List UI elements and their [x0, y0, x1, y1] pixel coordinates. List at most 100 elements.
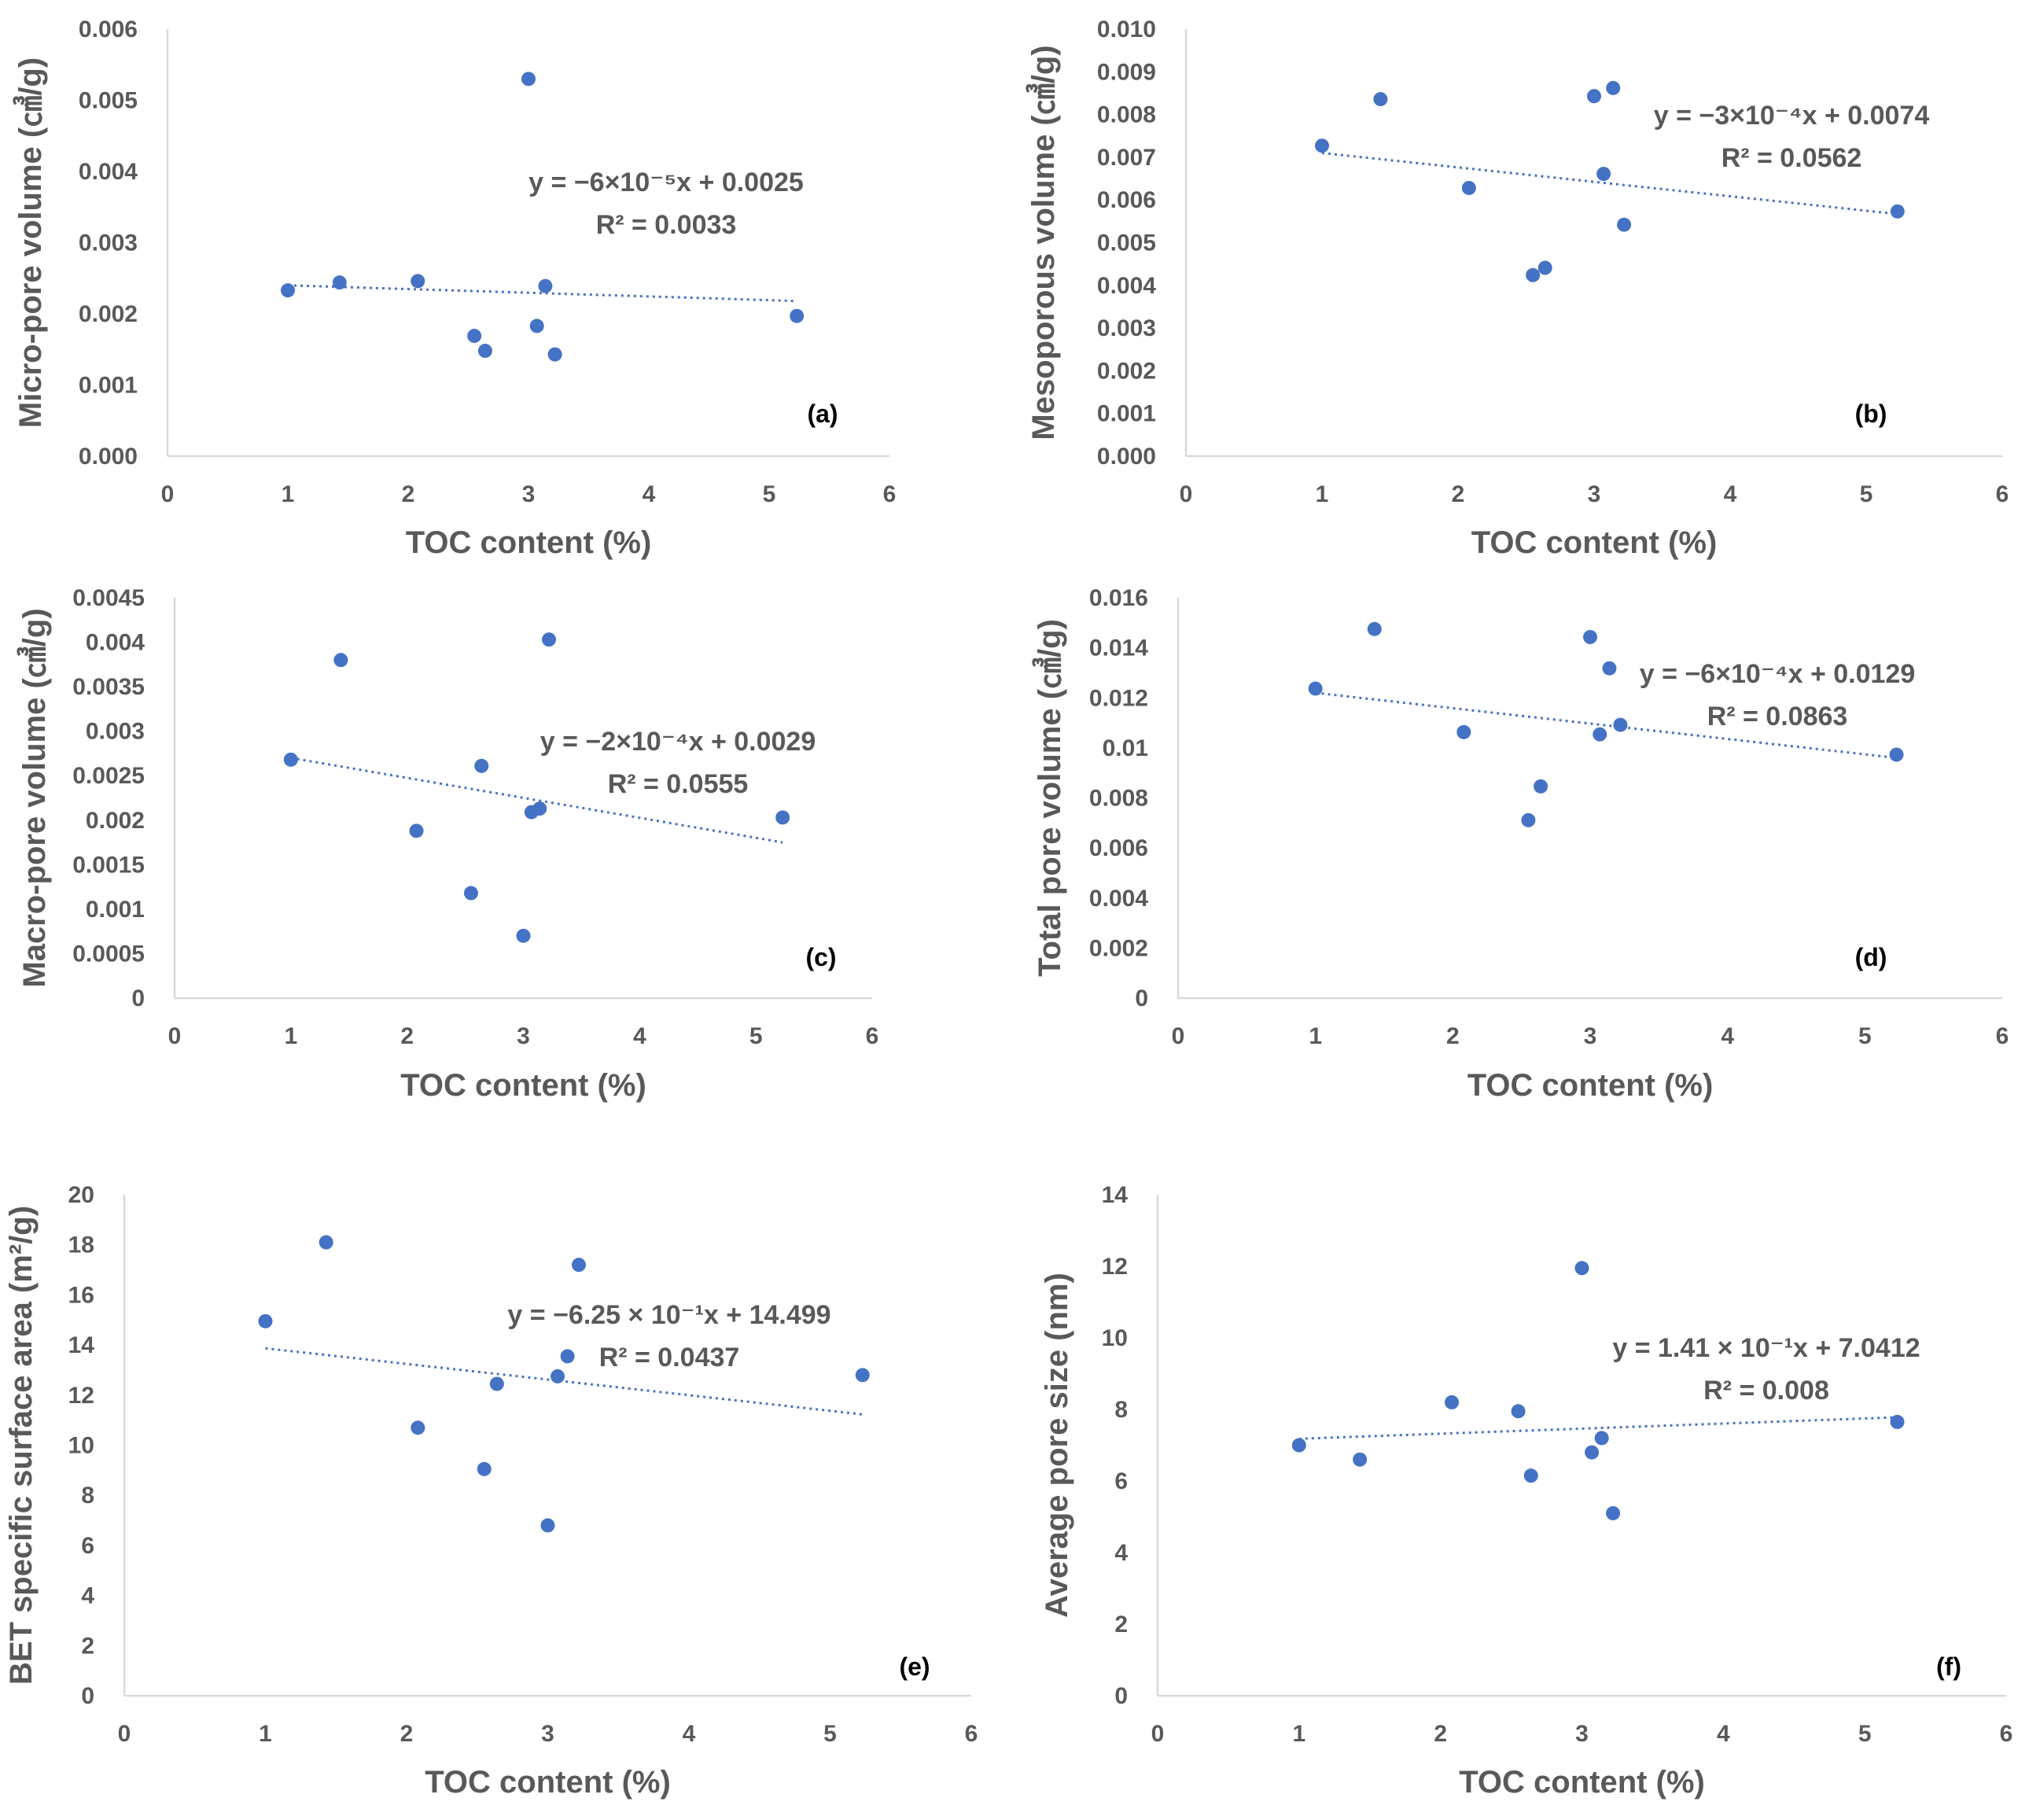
panel-b: 0.000 0.001 0.002 0.003 0.004 0.005 0.006 0.007… — [1026, 17, 2009, 560]
y-tick-label: 0.002 — [86, 808, 145, 834]
x-tick-label: 1 — [282, 481, 295, 507]
data-point — [1890, 1414, 1905, 1429]
data-point — [521, 72, 536, 87]
y-tick-label: 0.006 — [1089, 835, 1148, 861]
data-point — [560, 1349, 575, 1364]
y-axis-title: Macro-pore volume (㎤/g) — [17, 608, 52, 987]
data-point — [516, 928, 531, 943]
data-point — [319, 1235, 333, 1250]
y-tick-label: 2 — [1114, 1612, 1128, 1638]
y-tick-label: 0 — [81, 1683, 94, 1709]
data-point — [1367, 621, 1382, 636]
data-point — [1456, 724, 1471, 739]
trendline-equation: y = −2×10⁻⁴x + 0.0029 — [540, 727, 816, 757]
y-tick-label: 0.004 — [79, 159, 138, 185]
x-axis-title: TOC content (%) — [1459, 1765, 1705, 1800]
data-point — [571, 1258, 586, 1273]
data-point — [332, 275, 347, 290]
r-squared-label: R² = 0.0863 — [1707, 702, 1848, 731]
x-tick-label: 3 — [1584, 1023, 1597, 1049]
x-tick-label: 0 — [1172, 1023, 1185, 1049]
r-squared-label: R² = 0.0033 — [596, 210, 737, 240]
panel-label: (b) — [1855, 400, 1887, 428]
x-tick-label: 4 — [633, 1023, 646, 1049]
data-point — [1534, 779, 1548, 794]
data-point — [1602, 661, 1617, 676]
y-tick-label: 0.004 — [86, 630, 145, 656]
y-tick-label: 0.001 — [1097, 401, 1156, 427]
data-point — [542, 632, 557, 647]
data-point — [540, 1518, 555, 1533]
x-tick-label: 5 — [1858, 1023, 1872, 1049]
y-axis-title: BET specific surface area (m²/g) — [4, 1206, 39, 1685]
data-point — [1617, 217, 1632, 232]
panel-a: 0.000 0.001 0.002 0.003 0.004 0.005 0.006 0 1 2 3 4… — [13, 17, 896, 560]
data-point — [1613, 717, 1628, 732]
data-point — [1889, 747, 1904, 762]
r-squared-label: R² = 0.0562 — [1722, 143, 1862, 173]
y-tick-label: 0.012 — [1089, 685, 1148, 711]
data-point — [333, 653, 348, 668]
data-point — [790, 308, 805, 323]
data-point — [1526, 267, 1541, 282]
y-tick-label: 0 — [131, 986, 145, 1011]
y-tick-label: 12 — [68, 1383, 94, 1409]
x-tick-label: 0 — [161, 481, 175, 507]
data-point — [529, 319, 544, 333]
y-tick-label: 12 — [1102, 1254, 1128, 1280]
data-point — [1587, 89, 1601, 104]
data-point — [411, 274, 425, 289]
x-tick-label: 6 — [2000, 1721, 2013, 1747]
data-point — [477, 344, 492, 359]
data-point — [538, 278, 553, 293]
panel-c: 0 0.0005 0.001 0.0015 0.002 0.0025 0.003 0.0035… — [17, 585, 878, 1103]
y-tick-label: 18 — [68, 1232, 94, 1258]
x-tick-label: 1 — [1292, 1721, 1305, 1747]
y-tick-label: 0.0025 — [72, 763, 145, 789]
data-point — [551, 1369, 565, 1383]
y-tick-label: 0.008 — [1097, 102, 1156, 128]
x-tick-label: 1 — [1316, 481, 1329, 507]
data-point — [775, 810, 790, 825]
data-point — [1594, 1431, 1609, 1446]
y-tick-label: 0.002 — [1089, 935, 1148, 961]
y-tick-label: 2 — [81, 1633, 94, 1659]
panel-label: (e) — [899, 1652, 930, 1681]
y-tick-label: 0.002 — [1097, 358, 1156, 384]
panel-d: 0 0.002 0.004 0.006 0.008 0.01 0.012 0.014 0.016… — [1032, 585, 2009, 1103]
x-tick-label: 2 — [1434, 1721, 1447, 1747]
data-point — [1373, 92, 1388, 107]
x-axis-title: TOC content (%) — [1467, 1068, 1714, 1103]
x-tick-label: 4 — [1721, 1023, 1734, 1049]
y-tick-label: 8 — [81, 1483, 94, 1509]
data-point — [283, 752, 298, 767]
trendline — [1298, 1416, 1898, 1440]
data-point — [474, 758, 489, 773]
x-tick-label: 1 — [284, 1023, 297, 1049]
x-tick-label: 4 — [1724, 481, 1737, 507]
y-tick-label: 0.01 — [1103, 735, 1148, 761]
r-squared-label: R² = 0.008 — [1703, 1376, 1829, 1406]
x-tick-label: 3 — [1575, 1721, 1589, 1747]
y-tick-label: 0.001 — [86, 897, 145, 923]
data-point — [258, 1313, 273, 1328]
y-tick-label: 4 — [1114, 1540, 1128, 1566]
y-tick-label: 0.0045 — [72, 585, 145, 611]
x-tick-label: 3 — [517, 1023, 530, 1049]
trendline — [1321, 151, 1898, 216]
y-tick-label: 0.005 — [1097, 230, 1156, 256]
x-tick-label: 5 — [749, 1023, 763, 1049]
data-point — [1574, 1261, 1589, 1276]
panel-label: (f) — [1936, 1652, 1961, 1681]
y-tick-label: 0.0015 — [72, 852, 145, 878]
x-tick-label: 4 — [1717, 1721, 1730, 1747]
y-tick-label: 0 — [1114, 1683, 1128, 1709]
x-tick-label: 3 — [522, 481, 536, 507]
x-tick-label: 5 — [823, 1721, 837, 1747]
x-tick-label: 3 — [541, 1721, 554, 1747]
y-tick-label: 0.001 — [79, 373, 138, 399]
y-tick-label: 0.0035 — [72, 674, 145, 700]
x-tick-label: 6 — [866, 1023, 879, 1049]
